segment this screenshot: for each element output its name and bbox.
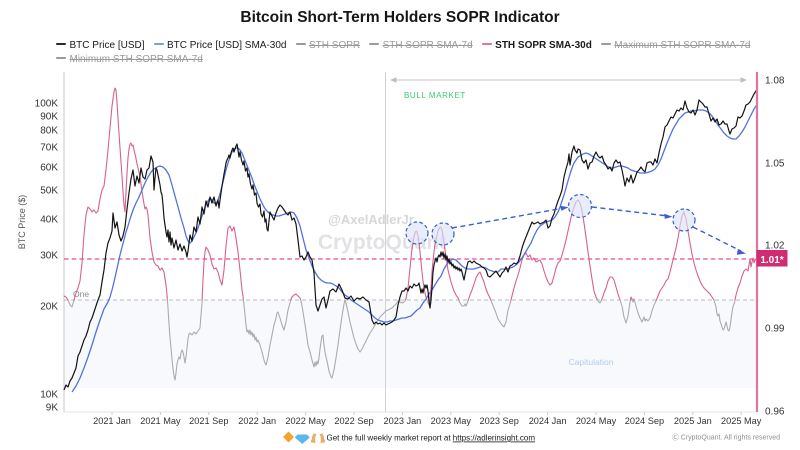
svg-text:2022 Jan: 2022 Jan [238,416,276,426]
svg-text:80K: 80K [40,126,58,137]
svg-text:Ⓒ CryptoQuant. All rights rese: Ⓒ CryptoQuant. All rights reserved [672,434,780,442]
svg-text:9K: 9K [46,403,59,414]
svg-text:2024 Jan: 2024 Jan [529,416,567,426]
svg-text:Capitulation: Capitulation [569,357,614,367]
svg-text:2022 Sep: 2022 Sep [334,416,373,426]
svg-text:0.96: 0.96 [765,407,785,418]
svg-text:2021 Jan: 2021 Jan [93,416,131,426]
svg-text:2021 May: 2021 May [140,416,181,426]
svg-text:Get the full weekly market rep: Get the full weekly market report at htt… [327,434,536,443]
svg-text:1.02: 1.02 [765,241,785,252]
svg-text:90K: 90K [40,112,58,123]
svg-text:2023 May: 2023 May [431,416,472,426]
svg-text:60K: 60K [40,163,58,174]
svg-text:10K: 10K [40,390,58,401]
svg-text:2024 Sep: 2024 Sep [625,416,664,426]
svg-text:2023 Sep: 2023 Sep [480,416,519,426]
svg-text:2023 Jan: 2023 Jan [383,416,421,426]
svg-text:100K: 100K [35,99,59,110]
svg-text:@AxelAdlerJr: @AxelAdlerJr [328,212,414,227]
svg-text:2025 Jan: 2025 Jan [674,416,712,426]
svg-text:0.99: 0.99 [765,324,785,335]
svg-text:30K: 30K [40,251,58,262]
svg-text:70K: 70K [40,143,58,154]
svg-text:2022 May: 2022 May [285,416,326,426]
svg-text:50K: 50K [40,186,58,197]
svg-text:One: One [73,289,89,299]
svg-text:BTC Price ($): BTC Price ($) [17,195,27,250]
svg-text:40K: 40K [40,215,58,226]
svg-text:20K: 20K [40,302,58,313]
svg-text:BULL MARKET: BULL MARKET [404,91,466,100]
svg-text:1.05: 1.05 [765,159,785,170]
svg-text:2025 May: 2025 May [721,416,762,426]
svg-text:1.08: 1.08 [765,76,785,87]
svg-text:1.01*: 1.01* [760,255,783,266]
svg-text:2021 Sep: 2021 Sep [189,416,228,426]
svg-text:2024 May: 2024 May [576,416,617,426]
